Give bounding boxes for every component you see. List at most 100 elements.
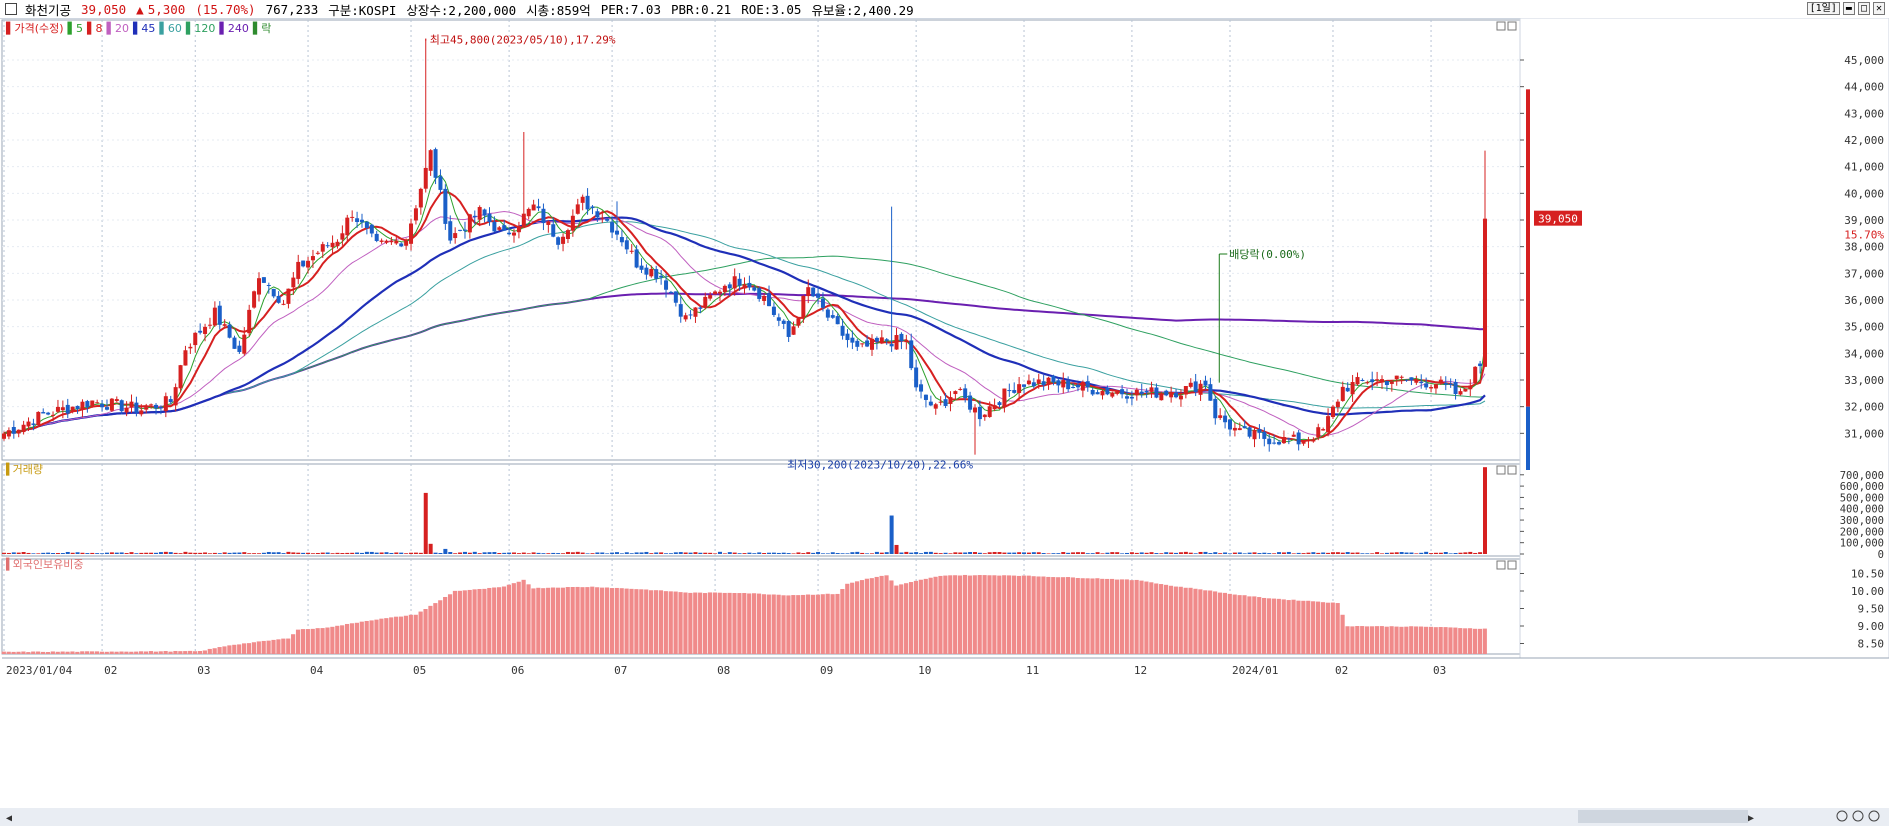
minimize-icon[interactable]: ▬ [1842,2,1855,15]
volume-bar [1041,553,1046,554]
foreign-bar [595,587,600,654]
candle-body [70,406,75,411]
volume-bar [16,552,21,554]
candle-body [1193,381,1198,393]
foreign-bar [1021,575,1026,654]
foreign-bar [604,587,610,654]
zoom-icon[interactable] [1836,810,1848,822]
foreign-bar [1433,627,1438,654]
volume-bar [404,553,409,554]
candle-body [1453,381,1458,395]
foreign-bar [398,616,404,654]
candle-body [1237,428,1242,431]
foreign-bar [570,587,575,654]
candle-body [1031,382,1036,387]
candle-body [482,209,487,216]
volume-bar [1193,553,1198,554]
volume-bar [820,553,825,554]
volume-bar [222,552,227,554]
foreign-bar [202,650,207,654]
zoom-icon[interactable] [1868,810,1880,822]
foreign-bar [403,615,409,654]
foreign-bar [1095,578,1100,654]
volume-bar [1012,552,1017,554]
foreign-bar [143,651,149,654]
volume-bar [31,553,36,554]
close-icon[interactable]: ✕ [1872,2,1885,15]
volume-bar [335,552,340,554]
scrollbar-thumb[interactable] [1578,810,1748,823]
foreign-bar [379,618,384,654]
foreign-bar [109,651,114,654]
candle-body [60,407,65,411]
foreign-bar [948,575,953,654]
candle-body [51,414,56,416]
volume-bar [619,553,624,554]
volume-bar [1262,552,1267,554]
candle-body [1129,396,1134,399]
candle-body [1281,437,1286,444]
candle-body [227,324,232,338]
period-selector[interactable]: [1일] [1806,2,1840,15]
candle-body [1026,380,1031,385]
foreign-bar [217,647,222,654]
volume-bar [1169,552,1174,554]
foreign-bar [1394,626,1399,654]
volume-bar [271,552,276,554]
candle-body [90,400,95,406]
volume-bar [1051,553,1056,554]
candle-body [1355,377,1360,385]
legend-item: ▌45 [132,21,155,35]
x-tick-label: 03 [197,664,210,677]
foreign-bar [771,594,776,654]
volume-bar [2,552,6,554]
volume-bar [134,553,139,554]
volume-bar [1061,552,1066,554]
candle-body [1232,427,1237,431]
candle-body [610,222,615,233]
foreign-bar [874,576,879,654]
scroll-left-icon[interactable]: ◀ [6,813,12,824]
foreign-bar [276,639,281,654]
volume-bar [1105,552,1110,554]
candle-body [26,421,31,427]
volume-bar [418,552,423,554]
volume-bar [1311,552,1316,554]
foreign-bar [742,593,747,654]
volume-bar [124,553,129,554]
volume-bar [776,552,781,554]
volume-bar [374,552,379,554]
foreign-bar [501,586,507,654]
candle-body [668,291,673,294]
scroll-right-icon[interactable]: ▶ [1748,813,1754,824]
legend-item: ▌8 [86,21,102,35]
volume-bar [1380,553,1385,554]
volume-bar [1002,552,1007,554]
candle-body [188,346,193,349]
volume-bar [1448,553,1453,554]
foreign-bar [1350,626,1355,654]
foreign-bar [325,627,330,654]
volume-y-tick-label: 300,000 [1840,515,1884,527]
volume-bar [556,553,561,554]
volume-bar [590,553,595,554]
zoom-icon[interactable] [1852,810,1864,822]
maximize-icon[interactable]: □ [1857,2,1870,15]
volume-bar [1120,553,1125,554]
foreign-bar [384,618,389,654]
foreign-bar [256,641,261,654]
candle-body [840,325,845,336]
volume-bar [428,543,433,554]
x-tick-label: 12 [1134,664,1147,677]
foreign-bar [40,651,46,654]
volume-bar [948,553,953,554]
foreign-bar [1090,578,1095,654]
select-checkbox[interactable] [5,3,17,15]
per-value: PER:7.03 [600,1,661,17]
volume-bar [1384,552,1389,554]
foreign-bar [207,648,212,654]
foreign-bar [261,640,266,654]
candle-body [487,213,492,223]
window-controls: [1일] ▬ □ ✕ [1806,2,1885,15]
volume-bar [70,552,75,554]
